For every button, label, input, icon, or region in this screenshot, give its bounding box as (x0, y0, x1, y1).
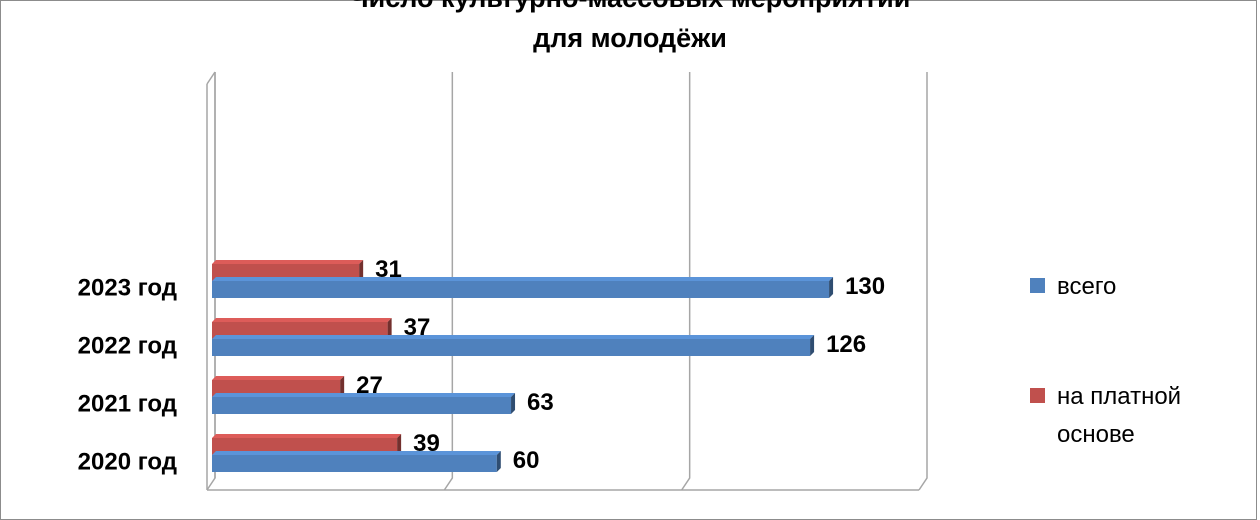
bar-front (212, 264, 360, 281)
bar-side (496, 451, 501, 472)
bar-side (829, 277, 834, 298)
grid-line (206, 72, 216, 491)
bar-top (212, 260, 364, 264)
bar-top (212, 393, 516, 397)
bar (212, 277, 834, 298)
legend-swatch (1030, 278, 1045, 293)
data-label: 126 (826, 331, 866, 358)
bar-side (359, 260, 364, 281)
bar (212, 318, 392, 339)
bar-side (397, 434, 402, 455)
bar-side (340, 376, 345, 397)
bar-front (212, 380, 341, 397)
axis-wall (206, 71, 216, 85)
legend-label: всего (1057, 273, 1117, 300)
data-label: 63 (527, 389, 554, 416)
bar-top (212, 434, 402, 438)
bar (212, 434, 402, 455)
bar-top (212, 451, 501, 455)
bar-top (212, 335, 815, 339)
legend-label: на платной основе (1057, 383, 1182, 448)
legend-swatch (1030, 388, 1045, 403)
bar-front (212, 455, 497, 472)
y-tick-label: 2021 год (78, 390, 177, 417)
bar (212, 376, 345, 397)
y-tick-label: 2022 год (78, 332, 177, 359)
bar-side (511, 393, 516, 414)
grid-line (681, 72, 691, 491)
bar (212, 335, 815, 356)
chart-title: Число культурно-массовых мероприятий для… (350, 0, 911, 53)
bar (212, 451, 501, 472)
bar (212, 260, 364, 281)
bar-front (212, 339, 811, 356)
bar (212, 393, 516, 414)
bar-front (212, 322, 388, 339)
data-label: 60 (513, 447, 540, 474)
bar-top (212, 277, 834, 281)
bar-front (212, 438, 398, 455)
bar-top (212, 376, 345, 380)
y-tick-label: 2023 год (78, 274, 177, 301)
bar-front (212, 397, 512, 414)
grid-line (443, 72, 454, 491)
bar-front (212, 281, 830, 298)
data-label: 130 (845, 273, 885, 300)
bar-side (810, 335, 815, 356)
bar-side (387, 318, 392, 339)
grid-line (918, 72, 928, 491)
y-tick-label: 2020 год (78, 448, 177, 475)
bar-top (212, 318, 392, 322)
